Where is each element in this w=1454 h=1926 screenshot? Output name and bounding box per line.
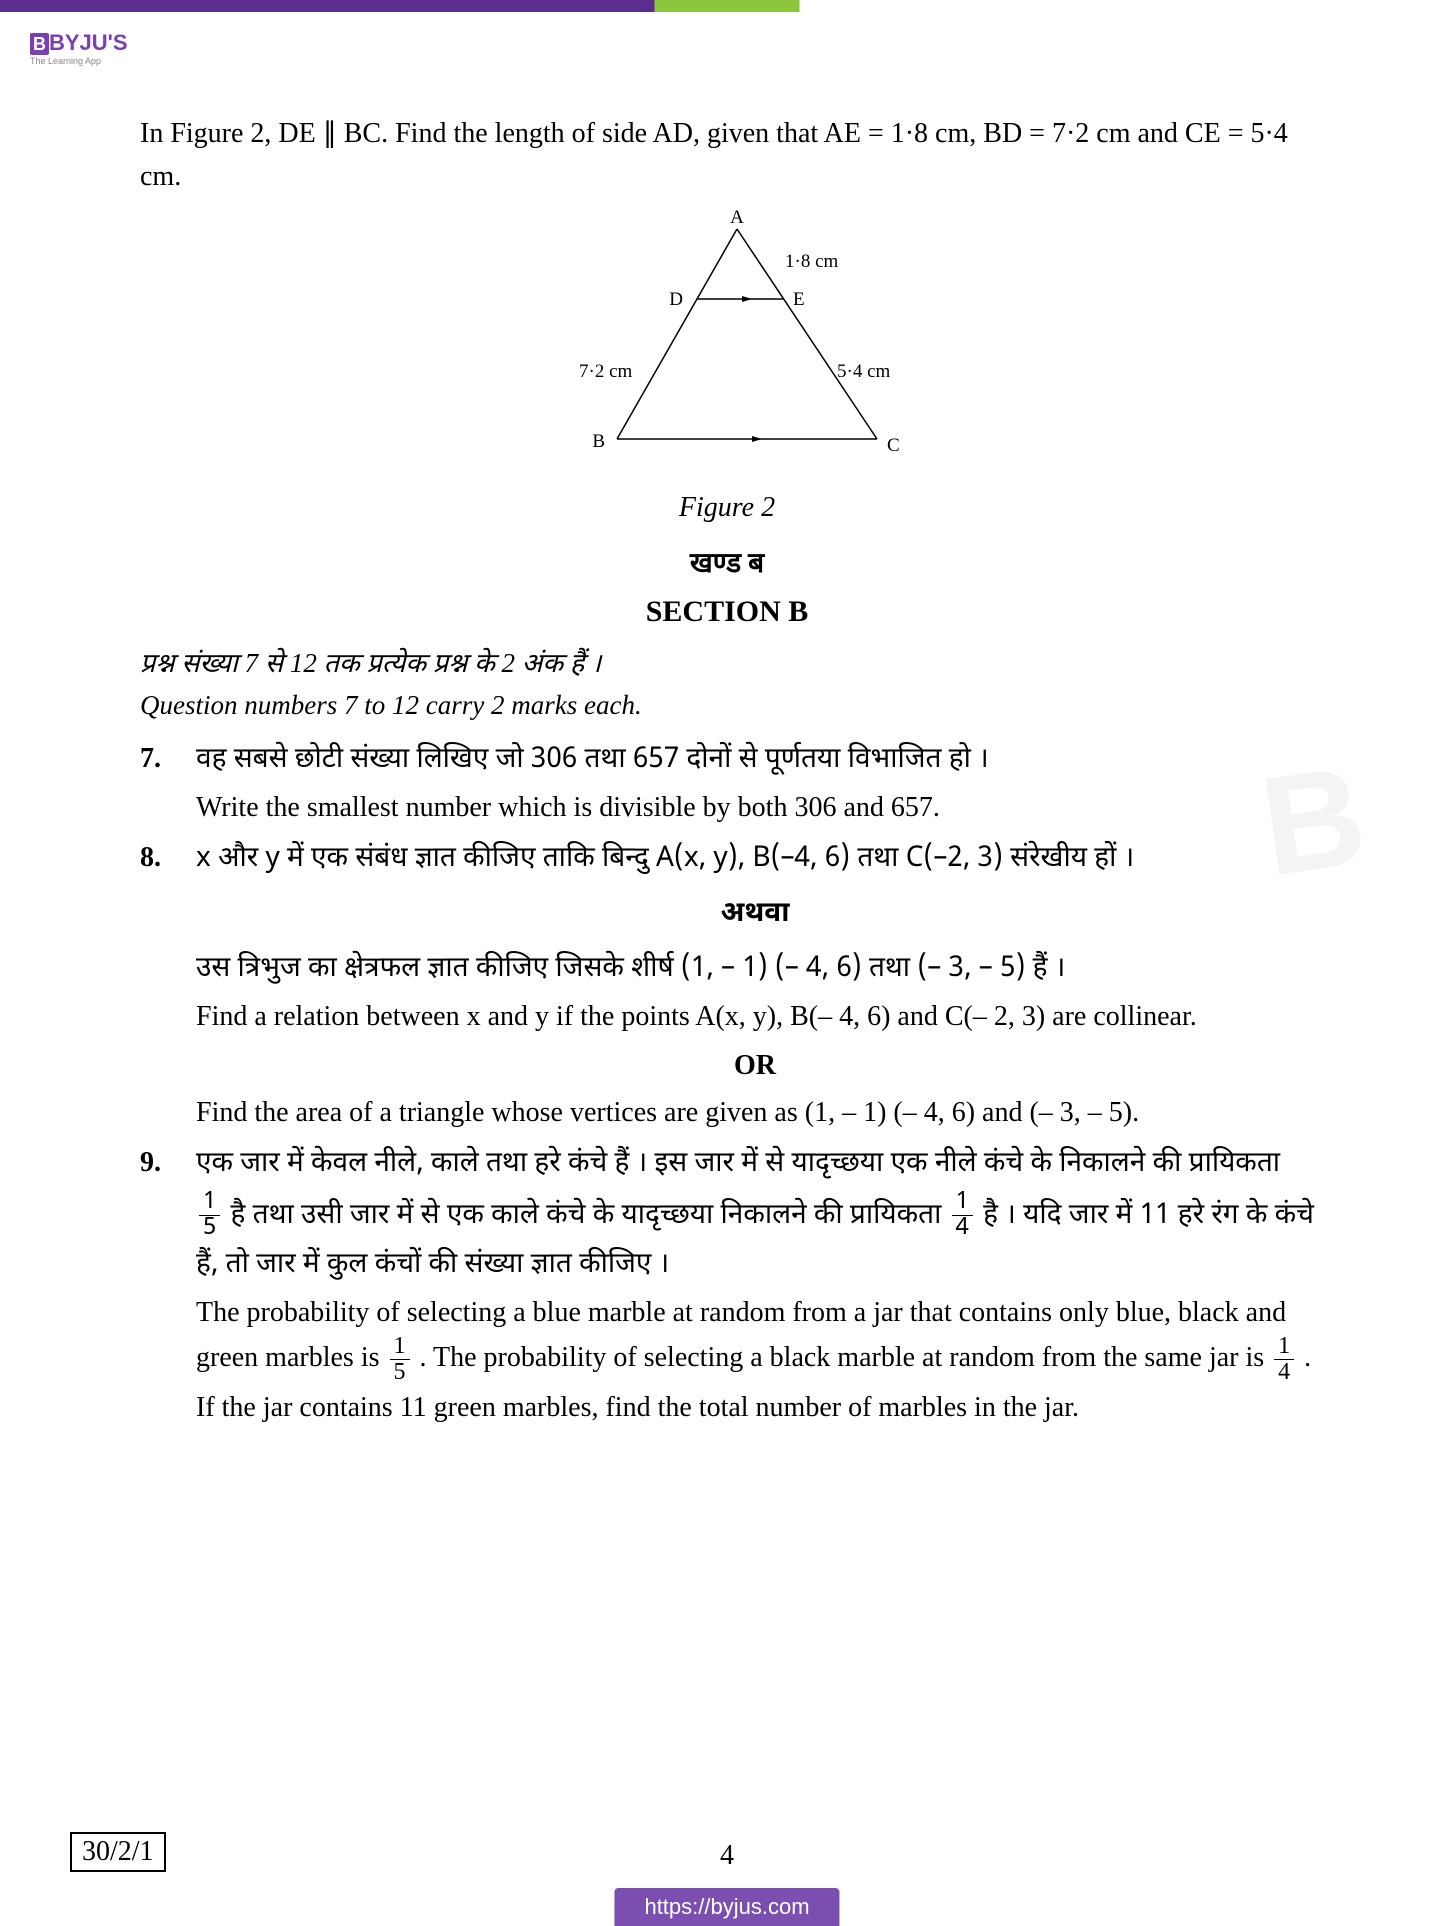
question-7: 7. वह सबसे छोटी संख्या लिखिए जो 306 तथा … bbox=[140, 737, 1314, 829]
fraction-1-4-hi: 14 bbox=[952, 1190, 973, 1241]
label-e: E bbox=[793, 289, 805, 310]
label-ce: 5·4 cm bbox=[837, 361, 891, 382]
triangle-diagram: A B C D E 1·8 cm 7·2 cm 5·4 cm bbox=[517, 209, 937, 469]
paper-code: 30/2/1 bbox=[70, 1832, 166, 1872]
label-b: B bbox=[592, 431, 605, 452]
page-content: In Figure 2, DE ∥ BC. Find the length of… bbox=[0, 12, 1454, 1429]
section-heading-hi: खण्ड ब bbox=[140, 542, 1314, 585]
label-c: C bbox=[887, 435, 900, 456]
q9-english: The probability of selecting a blue marb… bbox=[196, 1291, 1314, 1429]
label-ae: 1·8 cm bbox=[785, 251, 839, 272]
q9-en-part2: . The probability of selecting a black m… bbox=[420, 1342, 1272, 1373]
q9-number: 9. bbox=[140, 1141, 196, 1429]
q7-hindi: वह सबसे छोटी संख्या लिखिए जो 306 तथा 657… bbox=[196, 737, 1314, 786]
q9-hindi: एक जार में केवल नीले, काले तथा हरे कंचे … bbox=[196, 1141, 1314, 1291]
logo-text: BYJU'S bbox=[49, 30, 128, 55]
q8-hindi-a: x और y में एक संबंध ज्ञात कीजिए ताकि बिन… bbox=[196, 836, 1314, 885]
page-number: 4 bbox=[720, 1840, 734, 1872]
logo-badge: B bbox=[30, 33, 49, 55]
q8-or-en: OR bbox=[196, 1044, 1314, 1087]
label-d: D bbox=[669, 289, 683, 310]
q8-or-hi: अथवा bbox=[196, 891, 1314, 940]
top-accent-bar bbox=[0, 0, 1454, 12]
fraction-1-5-hi: 15 bbox=[199, 1190, 220, 1241]
figure-2: A B C D E 1·8 cm 7·2 cm 5·4 cm Figure 2 bbox=[140, 209, 1314, 530]
label-bd: 7·2 cm bbox=[579, 361, 633, 382]
q8-english-b: Find the area of a triangle whose vertic… bbox=[196, 1091, 1314, 1134]
q9-hi-part1: एक जार में केवल नीले, काले तथा हरे कंचे … bbox=[196, 1147, 1280, 1183]
arrow-de bbox=[742, 296, 752, 302]
fraction-1-5-en: 15 bbox=[390, 1334, 410, 1385]
q8-number: 8. bbox=[140, 836, 196, 1135]
instructions-en: Question numbers 7 to 12 carry 2 marks e… bbox=[140, 685, 1314, 727]
intro-question: In Figure 2, DE ∥ BC. Find the length of… bbox=[140, 112, 1314, 199]
q7-english: Write the smallest number which is divis… bbox=[196, 786, 1314, 829]
q8-hindi-b: उस त्रिभुज का क्षेत्रफल ज्ञात कीजिए जिसक… bbox=[196, 946, 1314, 995]
figure-caption: Figure 2 bbox=[140, 486, 1314, 529]
instructions-hi: प्रश्न संख्या 7 से 12 तक प्रत्येक प्रश्न… bbox=[140, 643, 1314, 685]
label-a: A bbox=[730, 209, 744, 228]
side-ab bbox=[617, 229, 737, 439]
brand-logo: BBYJU'S The Learning App bbox=[30, 30, 128, 66]
logo-tagline: The Learning App bbox=[30, 56, 128, 66]
question-9: 9. एक जार में केवल नीले, काले तथा हरे कं… bbox=[140, 1141, 1314, 1429]
section-heading-en: SECTION B bbox=[140, 589, 1314, 636]
q8-english-a: Find a relation between x and y if the p… bbox=[196, 995, 1314, 1038]
arrow-bc bbox=[752, 436, 762, 442]
q9-hi-part2: है तथा उसी जार में से एक काले कंचे के या… bbox=[231, 1199, 949, 1235]
footer-url: https://byjus.com bbox=[614, 1888, 839, 1926]
fraction-1-4-en: 14 bbox=[1274, 1334, 1294, 1385]
q7-number: 7. bbox=[140, 737, 196, 829]
question-8: 8. x और y में एक संबंध ज्ञात कीजिए ताकि … bbox=[140, 836, 1314, 1135]
